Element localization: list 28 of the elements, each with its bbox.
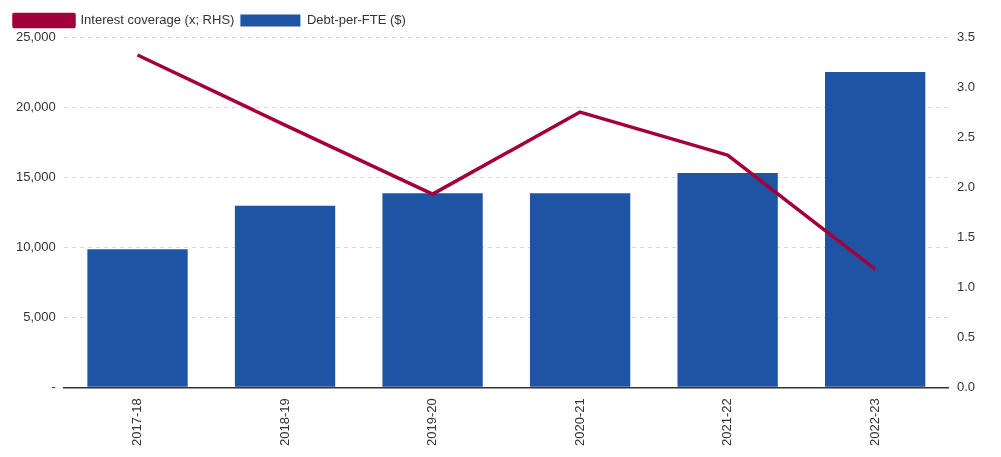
x-tick-label: 2022-23 xyxy=(866,398,882,447)
y-tick-label: 10,000 xyxy=(16,238,56,254)
y2-tick-label: 2.5 xyxy=(956,128,976,144)
x-tick-label: 2018-19 xyxy=(276,398,292,447)
bar xyxy=(825,72,926,387)
y-tick-label: 15,000 xyxy=(16,168,56,184)
bar xyxy=(87,249,188,387)
y2-tick-label: 2.0 xyxy=(956,178,976,194)
y-tick-label: 20,000 xyxy=(16,98,56,114)
y2-tick-label: 1.5 xyxy=(956,228,976,244)
y-tick-label: 25,000 xyxy=(16,28,56,44)
y2-tick-label: 0.5 xyxy=(956,328,976,344)
x-tick-label: 2019-20 xyxy=(424,398,440,447)
bar xyxy=(529,193,631,387)
x-tick-label: 2020-21 xyxy=(571,398,587,447)
y2-tick-label: 0.0 xyxy=(956,378,976,394)
bar xyxy=(677,172,778,387)
bar xyxy=(382,193,483,387)
y-tick-label: 5,000 xyxy=(23,308,56,324)
y2-tick-label: 3.5 xyxy=(956,28,976,44)
x-tick-label: 2021-22 xyxy=(719,398,735,447)
legend-label: Debt-per-FTE ($) xyxy=(306,12,406,28)
y2-tick-label: 3.0 xyxy=(956,78,976,94)
y2-tick-label: 1.0 xyxy=(956,278,976,294)
y-tick-label: - xyxy=(51,378,56,394)
x-tick-label: 2017-18 xyxy=(129,398,145,447)
bar xyxy=(234,205,336,387)
legend-label: Interest coverage (x; RHS) xyxy=(80,12,235,28)
